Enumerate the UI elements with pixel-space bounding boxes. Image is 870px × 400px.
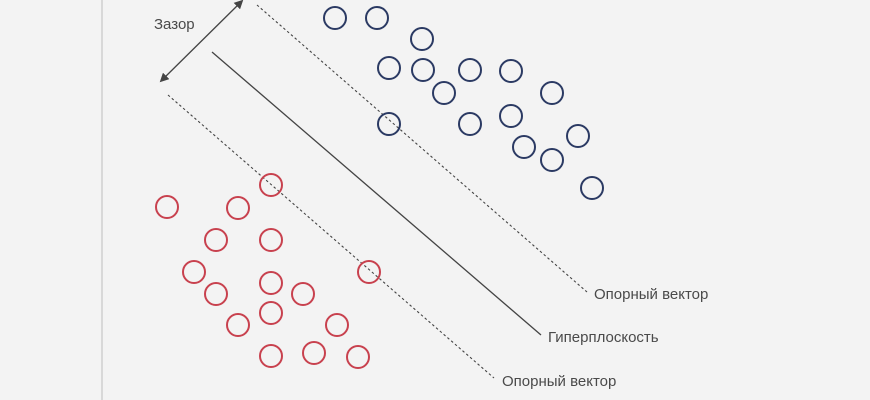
class-a-points [323,6,604,200]
class-b-point [226,196,250,220]
support-vector-line-lower [167,94,495,379]
class-b-point [155,195,179,219]
class-a-point [411,58,435,82]
class-a-point [499,59,523,83]
class-a-point [580,176,604,200]
class-b-point [204,282,228,306]
class-a-point [540,81,564,105]
class-b-point [182,260,206,284]
hyperplane-label: Гиперплоскость [548,329,659,346]
class-b-point [226,313,250,337]
support-vector-line-upper [256,4,588,293]
class-a-point [566,124,590,148]
class-a-point [432,81,456,105]
class-b-point [259,173,283,197]
class-b-point [259,271,283,295]
class-b-point [259,344,283,368]
support-vector-label-upper: Опорный вектор [594,286,708,303]
class-b-point [357,260,381,284]
class-a-point [540,148,564,172]
class-b-point [259,228,283,252]
class-a-point [512,135,536,159]
margin-label: Зазор [154,16,195,33]
class-a-point [365,6,389,30]
class-a-point [377,56,401,80]
class-a-point [410,27,434,51]
margin-arrow [159,0,244,83]
class-a-point [377,112,401,136]
class-a-point [323,6,347,30]
class-b-point [325,313,349,337]
class-b-point [204,228,228,252]
class-a-point [458,58,482,82]
class-a-point [458,112,482,136]
class-b-point [291,282,315,306]
support-vector-label-lower: Опорный вектор [502,373,616,390]
hyperplane-line [211,51,542,336]
class-b-point [259,301,283,325]
class-b-points [155,173,381,369]
class-a-point [499,104,523,128]
class-b-point [346,345,370,369]
class-b-point [302,341,326,365]
